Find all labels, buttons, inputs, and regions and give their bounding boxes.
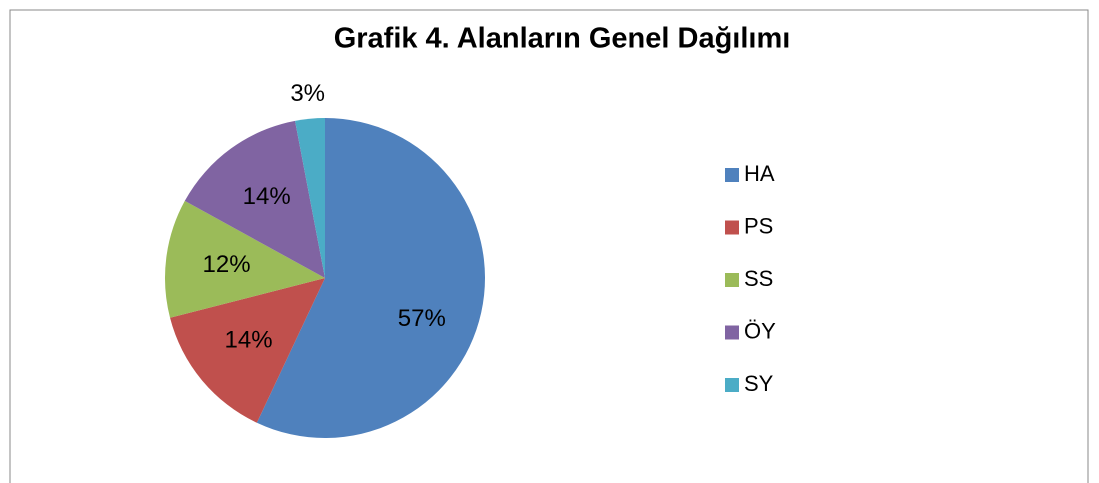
legend-swatch [725,168,739,182]
legend-label: HA [744,161,775,186]
pie-slice [256,118,486,438]
pie-slice [165,200,325,318]
legend-swatch [725,325,739,340]
data-label: 14% [225,327,273,354]
legend-label: ÖY [744,318,776,343]
data-label: 3% [290,80,325,107]
chart-title: Grafik 4. Alanların Genel Dağılımı [334,23,791,55]
data-label: 12% [203,251,251,278]
legend-swatch [725,273,739,287]
pie-slice [184,120,325,278]
legend-label: SS [744,266,773,291]
data-label: 57% [398,305,446,332]
data-label: 14% [243,183,291,210]
legend-label: SY [744,371,774,396]
legend-swatch [725,220,739,235]
pie-slice [170,278,325,423]
legend-swatch [725,378,739,392]
legend-label: PS [744,213,773,238]
pie-slice [295,118,325,278]
